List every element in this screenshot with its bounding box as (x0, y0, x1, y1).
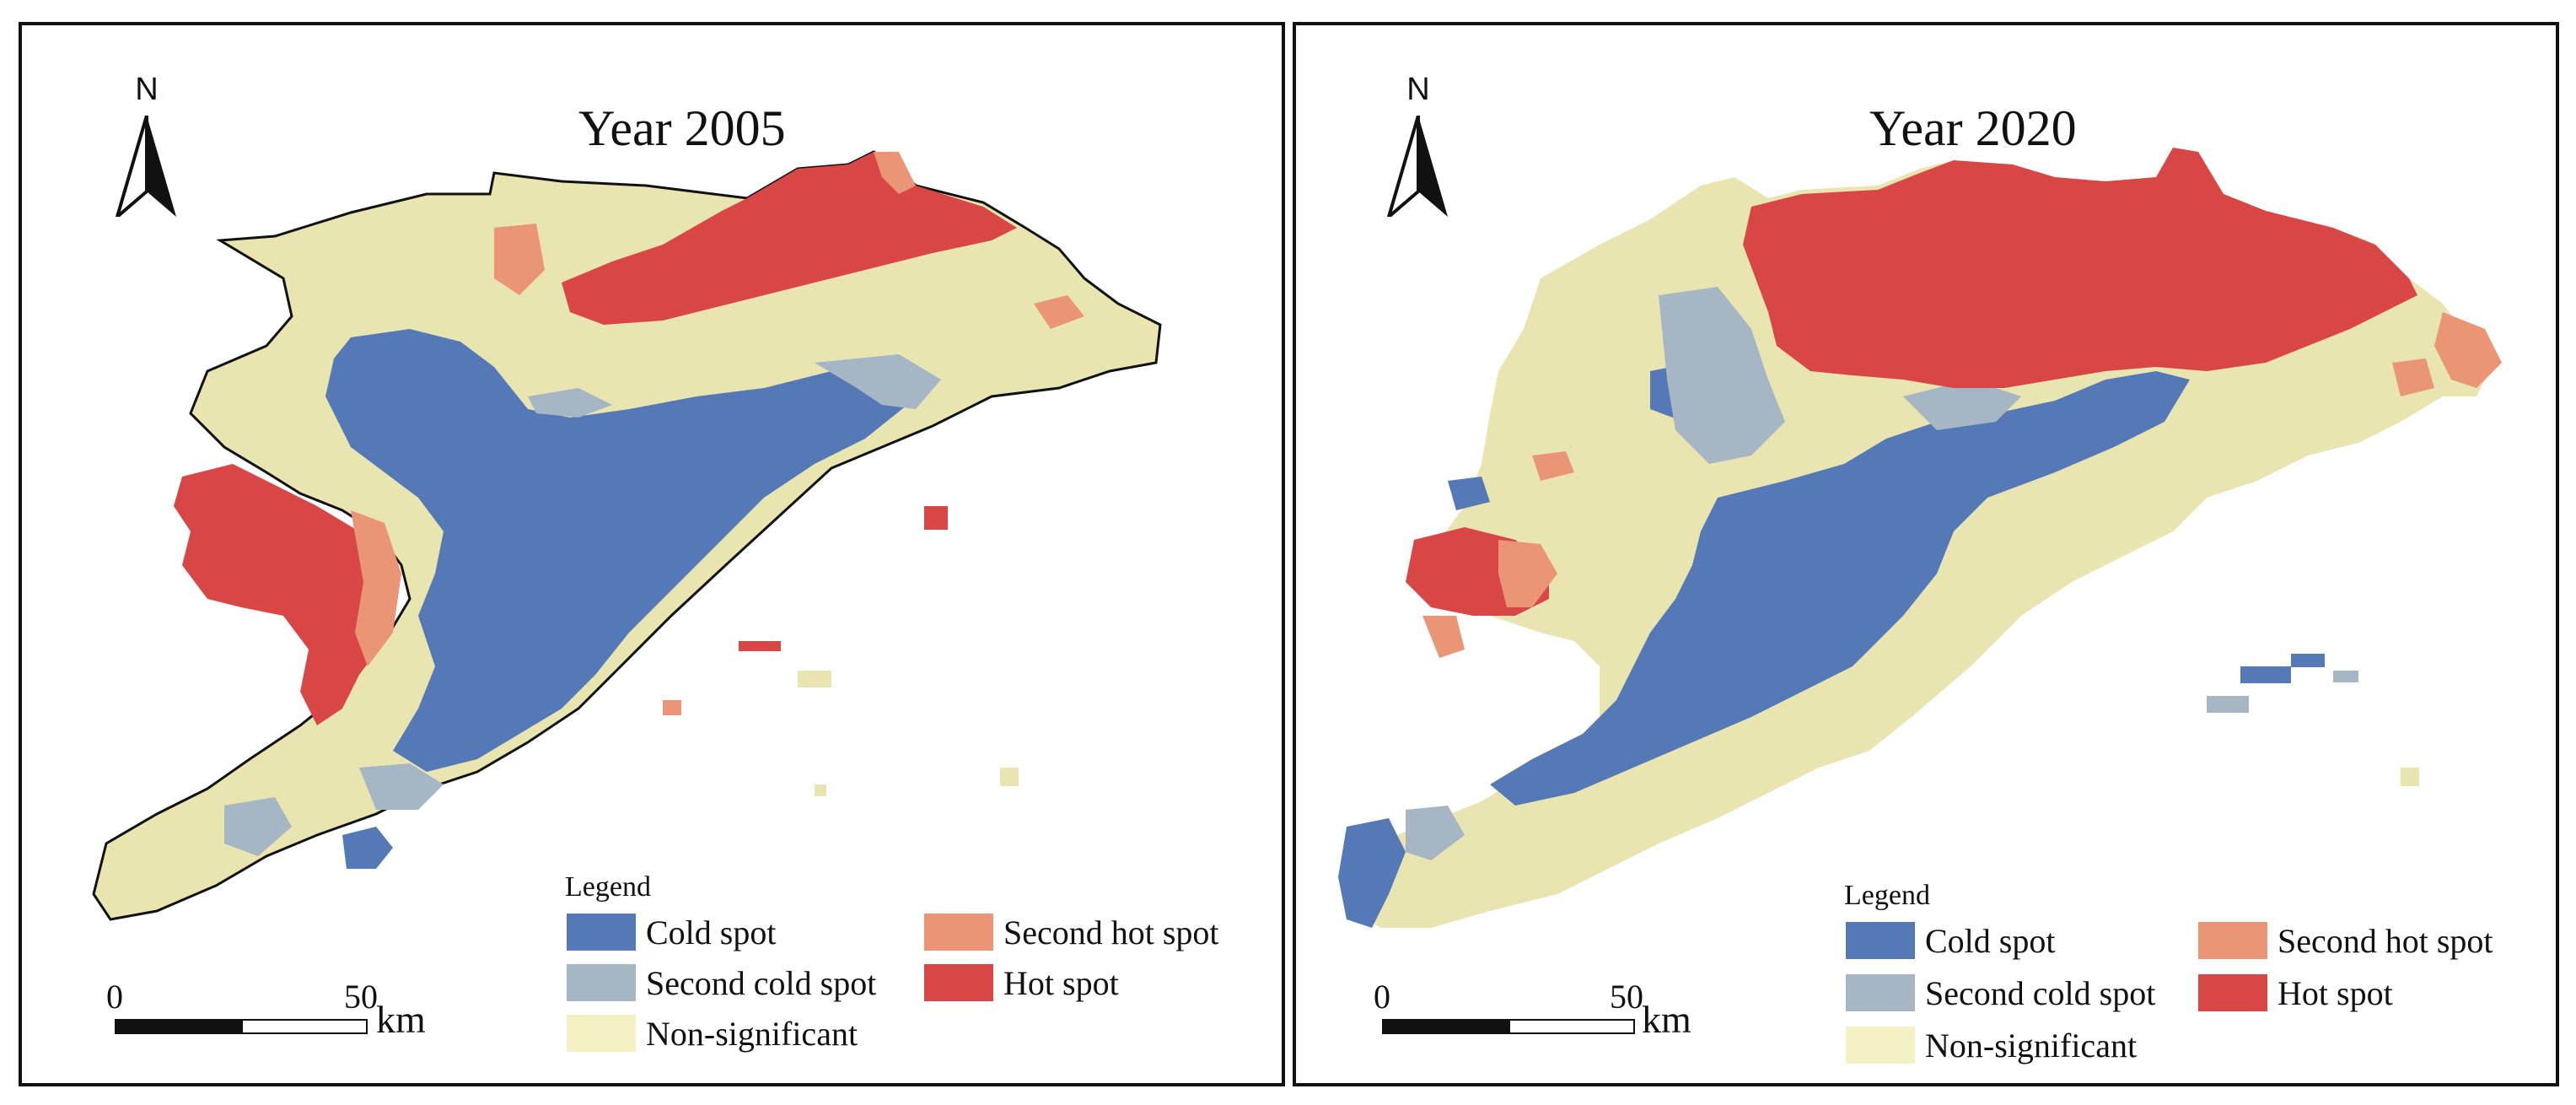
island-non-significant (1000, 768, 1019, 786)
legend-item-second-hot-spot: Second hot spot (2198, 919, 2493, 962)
island-hot-spot (739, 641, 781, 651)
legend-swatch (1846, 1027, 1915, 1064)
hotspot-map-2005 (92, 150, 1162, 921)
island-second-hot-spot (663, 700, 681, 715)
legend-item-non-significant: Non-significant (567, 1012, 858, 1054)
region-hot-spot (562, 152, 1017, 325)
island-second-cold-spot (2333, 671, 2358, 682)
region-second-cold-spot (815, 354, 941, 409)
island-non-significant (2401, 768, 2419, 786)
legend-swatch (567, 1015, 636, 1052)
region-cold-spot (1338, 818, 1406, 928)
legend-swatch (1846, 974, 1915, 1011)
legend-swatch (567, 914, 636, 951)
region-second-cold-spot (1903, 380, 2021, 430)
region-second-hot-spot (1422, 616, 1465, 658)
region-hot-spot (174, 464, 393, 725)
region-second-cold-spot (528, 388, 612, 418)
region-second-hot-spot (1034, 295, 1084, 329)
scale-start: 0 (1374, 978, 1390, 1016)
island-cold-spot (2240, 666, 2291, 683)
region-second-cold-spot (359, 763, 444, 810)
scale-mid: 50 (344, 978, 378, 1016)
island-non-significant (815, 784, 826, 796)
island-non-significant (798, 671, 831, 687)
north-arrow-icon (1386, 116, 1448, 217)
region-second-hot-spot (1498, 540, 1557, 607)
map-panel-2005: Year 2005 N Legend Cold spot Second cold… (19, 22, 1285, 1086)
legend-label: Non-significant (646, 1014, 858, 1053)
legend-item-cold-spot: Cold spot (567, 911, 776, 953)
region-cold-spot (342, 827, 393, 869)
scale-bar-graphic (115, 1019, 368, 1034)
legend-swatch (924, 964, 993, 1001)
scale-unit: km (376, 998, 426, 1041)
region-second-cold-spot (1659, 287, 1785, 464)
region-second-hot-spot (2392, 358, 2434, 396)
scale-start: 0 (106, 978, 123, 1016)
north-arrow: N (113, 72, 180, 224)
legend-label: Non-significant (1925, 1026, 2138, 1065)
region-second-cold-spot (224, 797, 292, 856)
region-second-cold-spot (1406, 806, 1465, 860)
map-panel-2020: Year 2020 N Legend Cold spot Second cold… (1293, 22, 2559, 1086)
legend-title: Legend (1844, 880, 1930, 911)
island-hot-spot (924, 506, 948, 530)
hotspot-map-2020 (1338, 148, 2502, 928)
legend-swatch (567, 964, 636, 1001)
north-arrow-icon (115, 116, 176, 217)
legend-swatch (924, 914, 993, 951)
legend-label: Hot spot (1003, 963, 1119, 1002)
legend-label: Cold spot (646, 913, 777, 951)
legend-item-second-hot-spot: Second hot spot (924, 911, 1219, 953)
north-arrow: N (1385, 72, 1452, 224)
north-label: N (135, 72, 159, 107)
map-title-2020: Year 2020 (1869, 100, 2077, 156)
island-second-cold-spot (2207, 696, 2249, 713)
region-cold-spot (1490, 371, 2190, 806)
legend-swatch (2198, 974, 2267, 1011)
legend-label: Second hot spot (1003, 913, 1219, 951)
legend-title: Legend (565, 871, 651, 903)
legend-item-hot-spot: Hot spot (2198, 972, 2393, 1014)
region-second-hot-spot (1532, 451, 1574, 481)
region-second-hot-spot (494, 224, 545, 295)
region-second-hot-spot (2434, 312, 2502, 388)
scale-unit: km (1642, 998, 1691, 1041)
legend-label: Second cold spot (646, 963, 877, 1002)
legend-swatch (1846, 922, 1915, 959)
legend-item-cold-spot: Cold spot (1846, 919, 2055, 962)
region-second-hot-spot (874, 152, 916, 194)
island-cold-spot (2291, 654, 2325, 667)
scale-mid: 50 (1610, 978, 1643, 1016)
scale-bar-graphic (1382, 1019, 1635, 1034)
legend-label: Second hot spot (2278, 921, 2493, 960)
region-cold-spot (325, 329, 907, 772)
north-label: N (1406, 72, 1430, 107)
legend-label: Hot spot (2278, 973, 2393, 1012)
region-hot-spot (1743, 148, 2417, 388)
legend-item-second-cold-spot: Second cold spot (567, 962, 876, 1004)
map-title-2005: Year 2005 (578, 100, 786, 156)
legend-item-second-cold-spot: Second cold spot (1846, 972, 2155, 1014)
legend-item-non-significant: Non-significant (1846, 1024, 2137, 1066)
legend-item-hot-spot: Hot spot (924, 962, 1119, 1004)
legend-label: Cold spot (1925, 921, 2056, 960)
legend-label: Second cold spot (1925, 973, 2156, 1012)
region-second-hot-spot (351, 510, 401, 666)
legend-swatch (2198, 922, 2267, 959)
region-cold-spot (1448, 477, 1490, 510)
